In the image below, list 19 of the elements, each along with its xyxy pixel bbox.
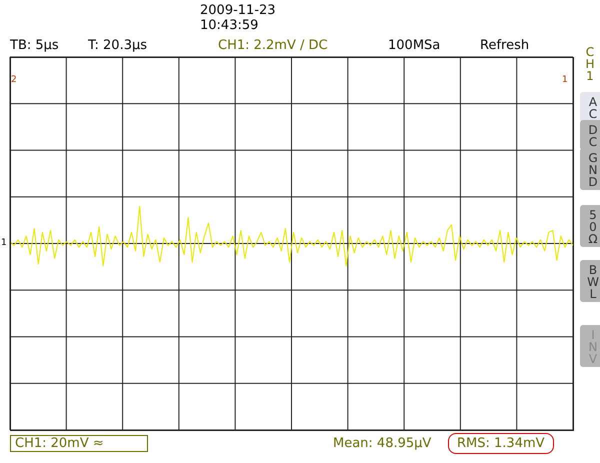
text: CH1 bbox=[582, 45, 597, 81]
text: 2009-11-23 bbox=[200, 3, 276, 18]
text: CH1: 20mV ≈ bbox=[10, 435, 148, 452]
text: 50Ω bbox=[580, 205, 600, 247]
text: AC bbox=[580, 92, 600, 122]
text: DC bbox=[580, 120, 600, 150]
text: T: 20.3µs bbox=[88, 38, 148, 53]
text: 1 bbox=[1, 237, 7, 250]
text: 10:43:59 bbox=[200, 18, 258, 33]
text: Mean: 48.95µV bbox=[333, 436, 432, 451]
text: TB: 5µs bbox=[10, 38, 59, 53]
text: BWL bbox=[580, 260, 600, 302]
text: 2 bbox=[11, 74, 17, 87]
text: CH1: 2.2mV / DC bbox=[218, 38, 328, 53]
text: GND bbox=[580, 148, 600, 190]
text: Refresh bbox=[480, 38, 530, 53]
text: RMS: 1.34mV bbox=[448, 433, 554, 454]
text: 100MSa bbox=[388, 38, 440, 53]
text: 1 bbox=[562, 74, 568, 87]
